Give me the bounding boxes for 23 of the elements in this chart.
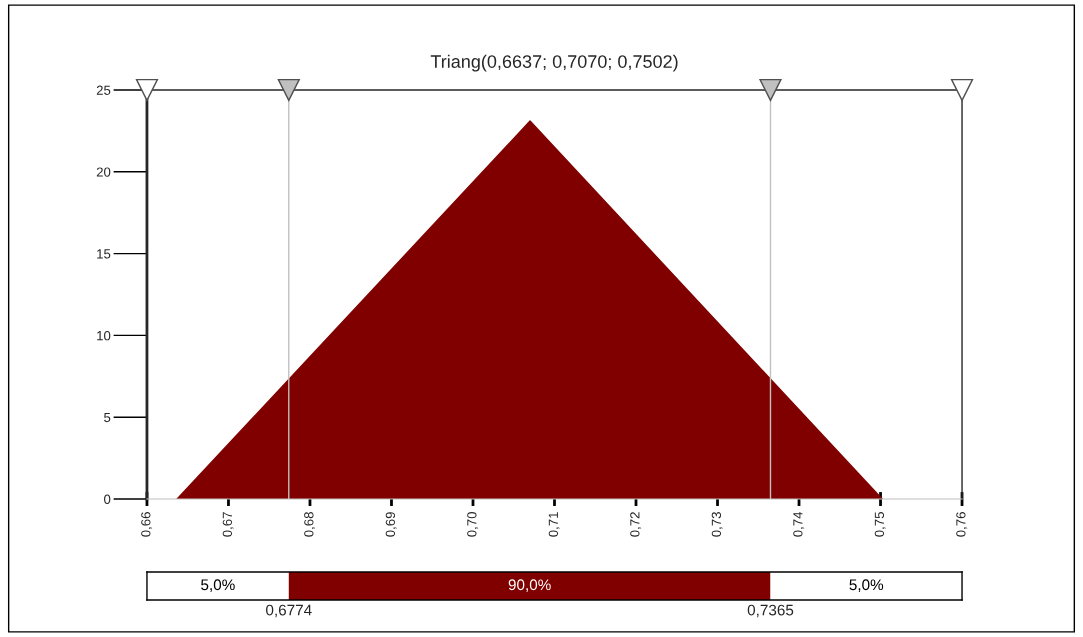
y-tick-label: 20 <box>96 167 111 177</box>
x-tick-label: 0,73 <box>711 512 723 537</box>
text: 0,6774 <box>266 604 312 618</box>
x-tick-label: 0,70 <box>467 512 479 537</box>
chart-title: Triang(0,6637; 0,7070; 0,7502) <box>430 54 678 72</box>
x-tick-label: 0,71 <box>548 512 560 537</box>
x-tick-label: 0,66 <box>141 512 153 537</box>
x-tick-label: 0,72 <box>630 512 642 537</box>
x-tick-label: 0,75 <box>874 512 886 537</box>
text: 5,0% <box>849 579 884 592</box>
y-tick-label: 5 <box>104 412 111 423</box>
text: 90,0% <box>508 579 551 592</box>
x-tick-label: 0,67 <box>222 512 234 537</box>
y-tick-label: 10 <box>97 330 111 341</box>
y-tick-label: 15 <box>97 249 111 259</box>
x-tick-label: 0,76 <box>956 512 968 537</box>
x-tick-label: 0,69 <box>385 512 397 537</box>
x-tick-label: 0,74 <box>793 511 805 537</box>
text: 0,7365 <box>747 604 794 618</box>
y-tick-label: 0 <box>104 494 111 504</box>
text: 5,0% <box>201 579 235 592</box>
y-tick-label: 25 <box>96 85 111 95</box>
x-tick-label: 0,68 <box>304 512 316 537</box>
